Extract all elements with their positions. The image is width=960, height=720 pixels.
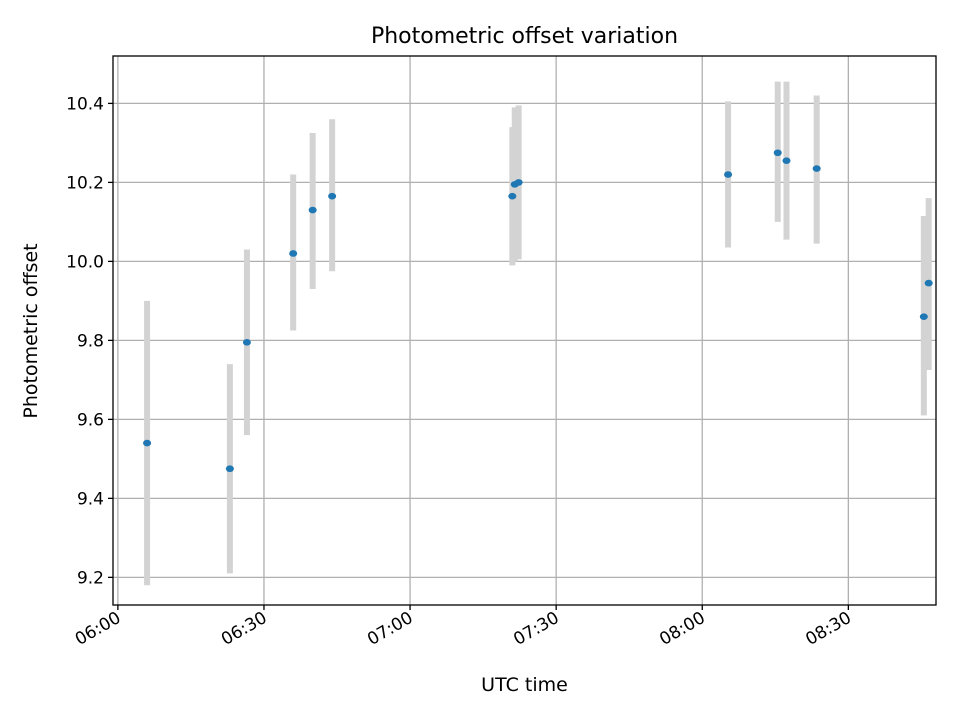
plot-frame bbox=[112, 55, 937, 606]
x-tick-label: 07:30 bbox=[510, 608, 562, 650]
y-tick-label: 10.2 bbox=[66, 173, 104, 193]
data-point bbox=[289, 250, 298, 257]
x-tick-label: 08:30 bbox=[802, 608, 854, 650]
x-tick-label: 07:00 bbox=[364, 608, 416, 650]
chart-title: Photometric offset variation bbox=[371, 24, 678, 49]
data-point bbox=[143, 439, 152, 447]
y-tick-label: 10.0 bbox=[66, 252, 104, 272]
data-point bbox=[508, 192, 517, 200]
data-point bbox=[724, 171, 733, 178]
y-tick-label: 9.4 bbox=[77, 489, 104, 509]
data-points bbox=[143, 149, 933, 473]
x-tick-label: 06:30 bbox=[218, 608, 270, 650]
data-point bbox=[328, 192, 337, 200]
grid bbox=[113, 56, 936, 605]
data-point bbox=[919, 313, 928, 320]
data-point bbox=[225, 465, 234, 473]
data-point bbox=[812, 165, 821, 172]
y-tick-label: 10.4 bbox=[66, 94, 104, 114]
x-tick-label: 08:00 bbox=[656, 608, 708, 650]
data-point bbox=[242, 339, 251, 346]
axis-ticks: 06:00 06:30 07:00 07:30 08:00 08:30 9.2 9.4 9.6 9… bbox=[66, 94, 855, 649]
y-tick-label: 9.2 bbox=[77, 568, 104, 588]
y-axis-label: Photometric offset bbox=[20, 243, 42, 418]
data-point bbox=[924, 279, 933, 287]
y-tick-label: 9.8 bbox=[77, 331, 104, 351]
data-point bbox=[308, 206, 317, 214]
y-tick-label: 9.6 bbox=[77, 410, 104, 430]
data-point bbox=[782, 157, 791, 164]
x-axis-label: UTC time bbox=[481, 674, 568, 696]
data-point bbox=[514, 179, 523, 186]
data-point bbox=[773, 149, 782, 157]
x-tick-label: 06:00 bbox=[72, 608, 124, 650]
